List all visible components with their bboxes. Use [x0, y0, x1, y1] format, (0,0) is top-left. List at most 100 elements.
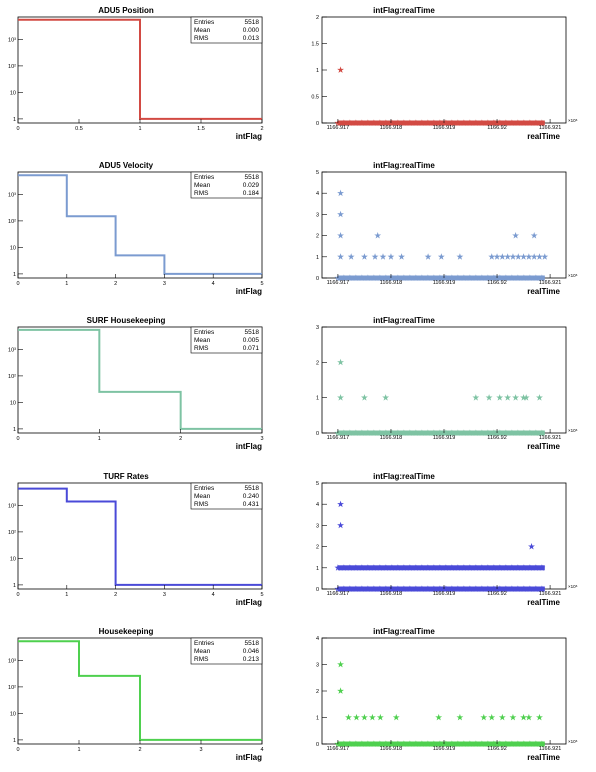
scatter-point [504, 253, 512, 260]
x-tick-label: 3 [163, 592, 166, 598]
scatter-point [388, 429, 396, 436]
scatter-point [352, 429, 360, 436]
scatter-point [520, 394, 527, 401]
x-tick-label: 1166.917 [327, 591, 350, 597]
scatter-point [418, 564, 426, 571]
stats-value: 0.029 [243, 182, 260, 189]
y-tick-label: 1 [316, 255, 319, 261]
y-tick-label: 0 [316, 742, 319, 748]
scatter-point [514, 253, 522, 260]
scatter-point [337, 358, 344, 366]
stats-value: 0.005 [243, 337, 260, 344]
stats-box [190, 637, 263, 665]
scatter-point [388, 274, 396, 281]
stats-label: RMS [194, 35, 209, 42]
y-tick-label: 10³ [8, 658, 16, 664]
scatter-point [358, 429, 366, 436]
scatter-point [502, 564, 510, 571]
scatter-point [496, 274, 504, 281]
scatter-point [448, 119, 456, 126]
scatter-point [430, 585, 438, 592]
scatter-point [364, 585, 372, 592]
scatter-point [337, 394, 344, 401]
scatter-point [364, 274, 372, 281]
scatter-point [512, 394, 520, 401]
stats-box [190, 171, 263, 199]
x-tick-label: 2 [114, 281, 117, 287]
scatter-point [394, 274, 402, 281]
scatter-point [538, 585, 546, 592]
scatter-point [490, 585, 498, 592]
scatter-point [376, 585, 384, 592]
x-axis-label: intFlag [236, 753, 262, 762]
x-tick-label: 1166.921 [539, 591, 562, 597]
scatter-point [520, 740, 528, 747]
scatter-point [337, 232, 344, 239]
stats-value: 5518 [245, 485, 260, 492]
y-tick-label: 10 [10, 245, 16, 251]
scatter-point [418, 274, 426, 281]
x-tick-label: 1166.921 [539, 746, 562, 752]
scatter-point [502, 585, 510, 592]
scatter-point [472, 394, 480, 401]
scatter-point [424, 429, 432, 436]
scatter-point [424, 740, 432, 747]
y-tick-label: 3 [316, 523, 319, 529]
stats-value: 0.013 [243, 35, 260, 42]
scatter-point [454, 740, 462, 747]
histogram-panel-0: ADU5 Position 0 0.5 1 1.5 2 1 10 10² 10³ intFlag En… [8, 6, 263, 141]
scatter-point [520, 429, 528, 436]
scatter-point [454, 585, 462, 592]
scatter-panel-9: intFlag:realTime 0 1 2 3 4 1166.917 1166.918 116… [316, 627, 578, 762]
x-tick-label: 1 [138, 126, 141, 132]
x-axis-label: realTime [527, 442, 560, 451]
scatter-panel-3: intFlag:realTime 0 1 2 3 4 5 1166.917 1166.918 11… [316, 161, 578, 296]
scatter-point [352, 274, 360, 281]
x-tick-label: 2 [179, 436, 182, 442]
scatter-point [358, 585, 366, 592]
scatter-point [448, 740, 456, 747]
scatter-point [520, 713, 527, 721]
scatter-point [502, 274, 510, 281]
scatter-point [536, 253, 543, 260]
y-tick-label: 2 [316, 545, 319, 551]
scatter-point [530, 232, 538, 239]
scatter-point [337, 66, 344, 73]
scatter-point [526, 564, 534, 571]
y-tick-label: 1 [13, 583, 16, 589]
scatter-point [538, 429, 546, 436]
stats-label: Mean [194, 648, 211, 655]
scatter-point [454, 119, 462, 126]
scatter-point [514, 585, 522, 592]
scatter-point [526, 119, 534, 126]
scatter-title: intFlag:realTime [373, 627, 435, 636]
x-tick-label: 1166.921 [539, 435, 562, 441]
x-tick-label: 0 [16, 126, 19, 132]
scatter-point [337, 500, 344, 508]
x-tick-label: 1 [98, 436, 101, 442]
x-tick-label: 1166.919 [433, 125, 456, 131]
x-tick-label: 1166.921 [539, 125, 562, 131]
scatter-point [340, 740, 348, 747]
x-tick-label: 0.5 [75, 126, 83, 132]
scatter-point [376, 274, 384, 281]
x-tick-label: 1166.92 [487, 746, 506, 752]
scatter-point [382, 564, 390, 571]
y-tick-label: 4 [316, 191, 319, 197]
scatter-point [424, 274, 432, 281]
y-tick-label: 1 [316, 566, 319, 572]
scatter-point [398, 253, 405, 260]
scatter-point [509, 253, 517, 260]
scatter-point [424, 564, 432, 571]
scatter-point [436, 429, 444, 436]
scatter-point [442, 740, 450, 747]
scatter-point [436, 119, 444, 126]
stats-value: 5518 [245, 19, 260, 26]
scatter-point [400, 585, 408, 592]
y-tick-label: 10³ [8, 503, 16, 509]
x-tick-label: 1166.919 [433, 746, 456, 752]
scatter-point [484, 119, 492, 126]
scatter-point [394, 429, 402, 436]
scatter-point [346, 564, 354, 571]
